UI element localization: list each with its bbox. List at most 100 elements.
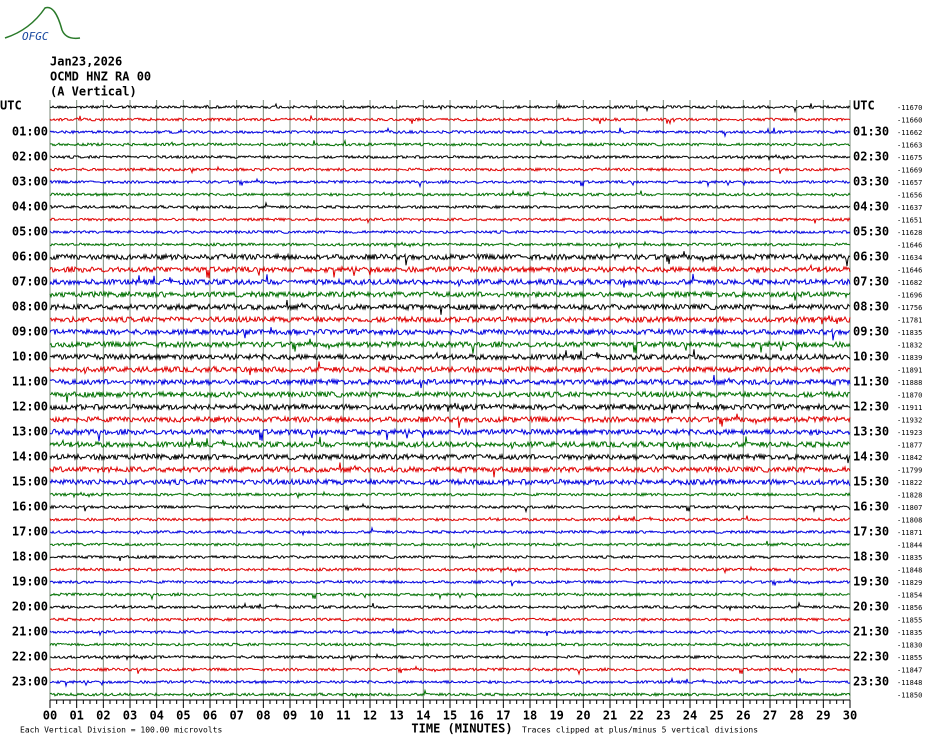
trace <box>49 490 851 500</box>
trace <box>49 641 851 647</box>
offset-label: -11646 <box>897 267 922 275</box>
trace <box>49 565 851 575</box>
x-tick-label: 13 <box>389 709 403 723</box>
offset-label: -11634 <box>897 254 922 262</box>
left-time-label: 10:00 <box>12 350 48 364</box>
x-tick-label: 01 <box>69 709 83 723</box>
axis-title: TIME (MINUTES) <box>411 722 512 736</box>
x-tick-label: 14 <box>416 709 430 723</box>
offset-label: -11651 <box>897 217 922 225</box>
right-time-label: 19:30 <box>853 575 889 589</box>
left-time-label: 14:00 <box>12 450 48 464</box>
left-time-label: 03:00 <box>12 175 48 189</box>
offset-label: -11839 <box>897 354 922 362</box>
x-tick-label: 07 <box>229 709 243 723</box>
offset-label: -11848 <box>897 679 922 687</box>
offset-label: -11832 <box>897 342 922 350</box>
left-time-label: 23:00 <box>12 675 48 689</box>
offset-label: -11662 <box>897 129 922 137</box>
trace <box>49 477 851 487</box>
x-tick-label: 25 <box>709 709 723 723</box>
offset-label: -11669 <box>897 167 922 175</box>
x-tick-label: 00 <box>43 709 57 723</box>
offset-label: -11877 <box>897 442 922 450</box>
offset-label: -11844 <box>897 542 922 550</box>
x-tick-label: 21 <box>603 709 617 723</box>
x-tick-label: 18 <box>523 709 537 723</box>
right-time-label: 09:30 <box>853 325 889 339</box>
header-component: (A Vertical) <box>50 85 137 99</box>
logo-curve <box>4 6 81 40</box>
trace <box>49 102 851 114</box>
offset-label: -11888 <box>897 379 922 387</box>
right-time-label: 14:30 <box>853 450 889 464</box>
trace <box>49 554 851 562</box>
trace <box>49 138 850 147</box>
offset-label: -11628 <box>897 229 922 237</box>
offset-label: -11828 <box>897 492 922 500</box>
right-time-label: 08:30 <box>853 300 889 314</box>
left-time-label: 21:00 <box>12 625 48 639</box>
trace <box>49 189 851 198</box>
x-tick-label: 24 <box>683 709 697 723</box>
left-time-label: 20:00 <box>12 600 48 614</box>
x-tick-label: 16 <box>469 709 483 723</box>
trace <box>49 315 851 326</box>
right-time-label: 11:30 <box>853 375 889 389</box>
trace <box>49 436 851 451</box>
right-time-label: 12:30 <box>853 400 889 414</box>
trace <box>49 413 851 428</box>
right-time-label: 21:30 <box>853 625 889 639</box>
left-time-label: 18:00 <box>12 550 48 564</box>
trace <box>49 251 851 267</box>
left-time-label: 11:00 <box>12 375 48 389</box>
left-time-label: 17:00 <box>12 525 48 539</box>
left-time-label: 07:00 <box>12 275 48 289</box>
division-note: Each Vertical Division = 100.00 microvol… <box>20 726 222 735</box>
trace <box>49 402 851 414</box>
x-tick-label: 26 <box>736 709 750 723</box>
offset-label: -11856 <box>897 604 922 612</box>
left-time-label: 01:00 <box>12 125 48 139</box>
trace <box>49 616 851 623</box>
trace <box>49 115 851 126</box>
logo: OFGC <box>22 30 49 43</box>
offset-label: -11675 <box>897 154 922 162</box>
x-tick-label: 15 <box>443 709 457 723</box>
offset-label: -11646 <box>897 242 922 250</box>
trace <box>49 273 851 288</box>
right-time-label: 22:30 <box>853 650 889 664</box>
trace <box>49 215 851 225</box>
offset-label: -11835 <box>897 629 922 637</box>
right-time-label: 04:30 <box>853 200 889 214</box>
right-time-label: 02:30 <box>853 150 889 164</box>
left-time-label: 16:00 <box>12 500 48 514</box>
offset-label: -11696 <box>897 292 922 300</box>
right-time-label: 17:30 <box>853 525 889 539</box>
left-time-label: 12:00 <box>12 400 48 414</box>
trace <box>50 390 851 403</box>
right-time-label: 06:30 <box>853 250 889 264</box>
x-tick-label: 20 <box>576 709 590 723</box>
x-tick-label: 05 <box>176 709 190 723</box>
trace <box>49 374 851 389</box>
trace <box>49 577 851 587</box>
left-time-label: 19:00 <box>12 575 48 589</box>
offset-label: -11835 <box>897 329 922 337</box>
offset-label: -11822 <box>897 479 922 487</box>
trace <box>49 514 850 523</box>
header-station: OCMD HNZ RA 00 <box>50 70 151 84</box>
left-time-label: 08:00 <box>12 300 48 314</box>
right-time-label: 16:30 <box>853 500 889 514</box>
trace <box>49 452 851 464</box>
offset-label: -11670 <box>897 104 922 112</box>
trace <box>49 601 850 612</box>
offset-label: -11848 <box>897 567 922 575</box>
left-time-label: 15:00 <box>12 475 48 489</box>
x-tick-label: 30 <box>843 709 857 723</box>
trace <box>49 263 851 279</box>
offset-label: -11835 <box>897 554 922 562</box>
offset-label: -11807 <box>897 504 922 512</box>
offset-label: -11663 <box>897 142 922 150</box>
